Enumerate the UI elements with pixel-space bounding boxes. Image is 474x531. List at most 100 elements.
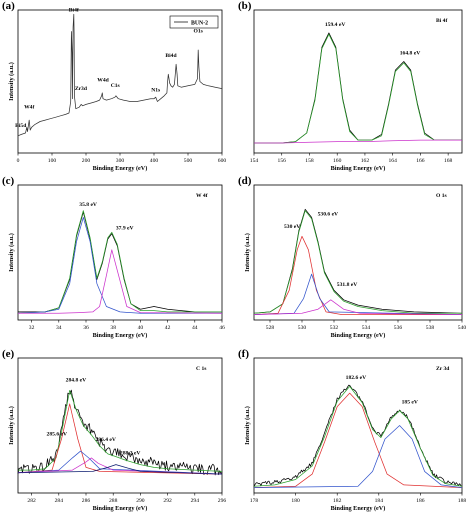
y-axis-title: Intensity (a.u.) <box>8 406 15 445</box>
series-line-2 <box>17 217 222 314</box>
x-tick-label: 500 <box>184 158 193 164</box>
peak-annotation: Bi5d <box>15 123 27 129</box>
peak-annotation: Bi4d <box>165 53 177 59</box>
core-level-title: Bi 4f <box>436 18 447 24</box>
plot-frame <box>253 357 463 494</box>
peak-label: 530 eV <box>284 224 300 230</box>
series-line-3 <box>253 425 463 488</box>
y-axis-title: Intensity (a.u.) <box>244 406 251 445</box>
chart-panel-a: (a) 0 100 200 300 400 500 600 Binding Energy (eV… <box>2 0 226 172</box>
x-tick-label: 184 <box>375 498 384 504</box>
series-line-1 <box>254 33 462 144</box>
peak-label: 284.8 eV <box>66 378 87 384</box>
x-tick-label: 282 <box>27 498 36 504</box>
peak-annotation: Bi4f <box>69 7 79 13</box>
peak-label: 37.9 eV <box>116 226 134 232</box>
series-line-1 <box>253 386 463 487</box>
peak-label: 286.4 eV <box>95 437 116 443</box>
x-tick-label: 100 <box>48 158 57 164</box>
peak-label: 182.6 eV <box>346 375 367 381</box>
x-tick-label: 46 <box>219 325 225 331</box>
x-tick-label: 182 <box>333 498 342 504</box>
series-line-1 <box>17 210 222 314</box>
series-line-2 <box>254 139 462 144</box>
x-tick-label: 288 <box>109 498 118 504</box>
peak-label: 285.6 eV <box>47 431 68 437</box>
x-tick-label: 160 <box>333 158 342 164</box>
panel-letter: (a) <box>2 0 15 12</box>
x-tick-label: 36 <box>83 325 89 331</box>
x-tick-label: 294 <box>191 498 200 504</box>
x-tick-label: 34 <box>56 325 62 331</box>
x-tick-label: 158 <box>305 158 314 164</box>
x-tick-label: 180 <box>291 498 300 504</box>
x-axis-title: Binding Energy (eV) <box>331 332 386 339</box>
panel-letter: (b) <box>238 0 252 12</box>
chart-panel-b: (b) 154 156 158 160 162 164 166 168 Binding Energ… <box>238 0 463 172</box>
x-tick-label: 186 <box>416 498 425 504</box>
x-tick-label: 44 <box>192 325 198 331</box>
plot-frame <box>253 9 463 154</box>
x-tick-label: 162 <box>361 158 370 164</box>
x-axis-title: Binding Energy (eV) <box>93 332 148 339</box>
x-axis-title: Binding Energy (eV) <box>93 165 148 172</box>
x-tick-label: 538 <box>426 325 435 331</box>
peak-annotation: W4f <box>24 105 34 111</box>
x-tick-label: 164 <box>388 158 397 164</box>
x-axis-title: Binding Energy (eV) <box>93 505 148 512</box>
peak-label: 185 eV <box>402 399 418 405</box>
peak-label: 530.6 eV <box>318 211 339 217</box>
x-tick-label: 290 <box>136 498 145 504</box>
x-tick-label: 154 <box>250 158 259 164</box>
peak-label: 164.8 eV <box>400 50 421 56</box>
core-level-title: Zr 3d <box>436 366 450 372</box>
core-level-title: C 1s <box>196 366 207 372</box>
x-tick-label: 178 <box>250 498 259 504</box>
plot-frame <box>253 184 463 321</box>
x-tick-label: 156 <box>278 158 287 164</box>
plot-frame <box>17 184 223 321</box>
series-line-2 <box>253 392 463 488</box>
series-line-3 <box>18 249 223 314</box>
x-tick-label: 166 <box>416 158 425 164</box>
series-line-2 <box>17 403 223 475</box>
y-axis-title: Intensity (a.u.) <box>244 233 251 272</box>
y-axis-title: Intensity (a.u.) <box>8 233 15 272</box>
x-tick-label: 292 <box>163 498 172 504</box>
core-level-title: W 4f <box>196 193 208 199</box>
legend: BUN-2 <box>169 15 219 29</box>
series-line-5 <box>17 464 223 475</box>
chart-panel-f: (f) 178 180 182 184 186 188 Binding Energy (eV)… <box>238 348 466 512</box>
series-line-0 <box>254 32 462 144</box>
panel-letter: (e) <box>2 348 15 360</box>
chart-panel-c: (c) 32 34 36 38 40 42 44 46 Binding Energy (eV) In… <box>2 175 225 339</box>
peak-label: 35.8 eV <box>79 202 97 208</box>
series-line-4 <box>17 457 223 475</box>
y-axis-title: Intensity (a.u.) <box>8 62 15 101</box>
x-tick-label: 284 <box>55 498 64 504</box>
x-tick-label: 38 <box>110 325 116 331</box>
x-tick-label: 32 <box>29 325 35 331</box>
x-axis-title: Binding Energy (eV) <box>331 505 386 512</box>
x-tick-label: 528 <box>266 325 275 331</box>
peak-label: 159.4 eV <box>325 22 346 28</box>
series-line-3 <box>17 450 223 475</box>
panel-letter: (f) <box>238 348 249 360</box>
x-tick-label: 42 <box>165 325 171 331</box>
peak-label: 531.8 eV <box>337 282 358 288</box>
series-line-0 <box>17 389 223 476</box>
peak-annotation: Zr3d <box>75 86 88 92</box>
peak-annotation: C1s <box>111 83 121 89</box>
x-tick-label: 168 <box>444 158 453 164</box>
chart-panel-d: (d) 528 530 532 534 536 538 540 Binding Energy (… <box>238 175 466 339</box>
x-tick-label: 300 <box>116 158 125 164</box>
panel-letter: (c) <box>2 175 15 187</box>
legend-label: BUN-2 <box>191 20 208 26</box>
chart-panel-e: (e) 282 284 286 288 290 292 294 296 Binding Energ… <box>2 348 226 512</box>
peak-annotation: W4d <box>97 77 109 83</box>
x-tick-label: 536 <box>394 325 403 331</box>
x-tick-label: 296 <box>218 498 227 504</box>
series-line-1 <box>253 210 462 314</box>
plot-frame <box>17 357 223 494</box>
